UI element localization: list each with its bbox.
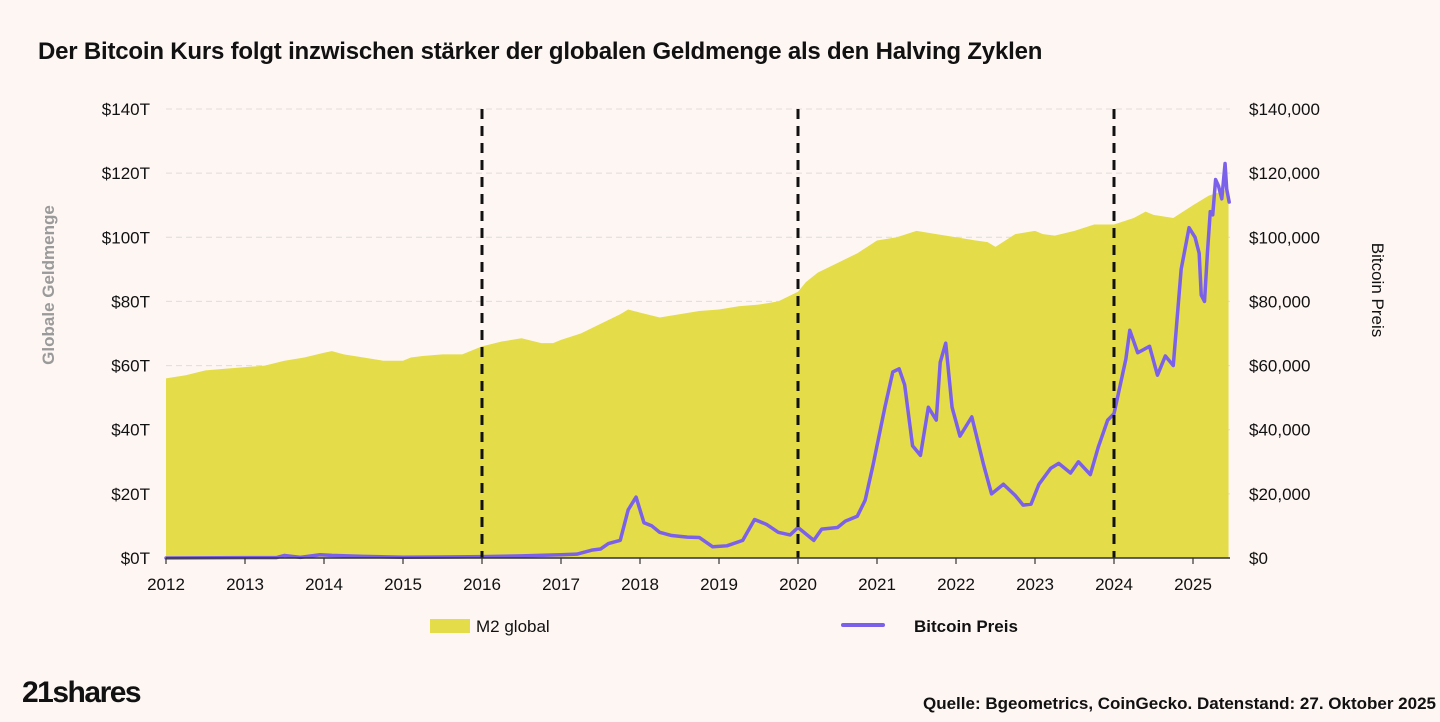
y-left-tick-label: $80T	[111, 292, 150, 311]
x-tick-label: 2020	[779, 575, 817, 594]
legend-m2-label: M2 global	[476, 617, 550, 636]
m2-area-series	[166, 189, 1229, 558]
y-left-tick-label: $20T	[111, 485, 150, 504]
y-axis-right-label: Bitcoin Preis	[1368, 243, 1387, 337]
x-tick-label: 2025	[1174, 575, 1212, 594]
x-tick-label: 2018	[621, 575, 659, 594]
y-right-tick-label: $40,000	[1249, 421, 1310, 440]
bitcoin-line-series	[164, 161, 1231, 560]
y-right-tick-label: $20,000	[1249, 485, 1310, 504]
y-left-tick-label: $40T	[111, 421, 150, 440]
y-left-tick-label: $140T	[102, 100, 150, 119]
y-left-tick-label: $60T	[111, 357, 150, 376]
legend: M2 global Bitcoin Preis	[430, 617, 1018, 636]
legend-m2-swatch	[430, 619, 470, 633]
x-tick-label: 2019	[700, 575, 738, 594]
source-note: Quelle: Bgeometrics, CoinGecko. Datensta…	[923, 694, 1436, 713]
x-tick-label: 2012	[147, 575, 185, 594]
axes: 2012 2013 2014 2015 2016 2017 2018 2019 2020 2021…	[102, 100, 1320, 594]
y-right-tick-label: $140,000	[1249, 100, 1320, 119]
y-right-tick-label: $80,000	[1249, 292, 1310, 311]
x-tick-label: 2023	[1016, 575, 1054, 594]
x-tick-label: 2017	[542, 575, 580, 594]
y-axis-left-label: Globale Geldmenge	[39, 205, 58, 365]
y-left-tick-label: $100T	[102, 228, 150, 247]
halving-lines	[480, 109, 1116, 558]
x-tick-label: 2021	[858, 575, 896, 594]
bitcoin-price-line	[164, 161, 1231, 560]
brand-logo: 21shares	[22, 676, 142, 709]
x-tick-label: 2013	[226, 575, 264, 594]
m2-area	[166, 189, 1229, 558]
y-right-tick-label: $0	[1249, 549, 1268, 568]
y-left-tick-label: $120T	[102, 164, 150, 183]
y-right-tick-label: $60,000	[1249, 357, 1310, 376]
y-left-tick-label: $0T	[121, 549, 150, 568]
x-tick-label: 2024	[1095, 575, 1133, 594]
x-tick-label: 2014	[305, 575, 343, 594]
y-right-tick-label: $120,000	[1249, 164, 1320, 183]
x-tick-label: 2022	[937, 575, 975, 594]
chart-title: Der Bitcoin Kurs folgt inzwischen stärke…	[38, 38, 1043, 65]
y-right-tick-label: $100,000	[1249, 228, 1320, 247]
x-tick-label: 2015	[384, 575, 422, 594]
x-tick-label: 2016	[463, 575, 501, 594]
legend-btc-label: Bitcoin Preis	[914, 617, 1018, 636]
